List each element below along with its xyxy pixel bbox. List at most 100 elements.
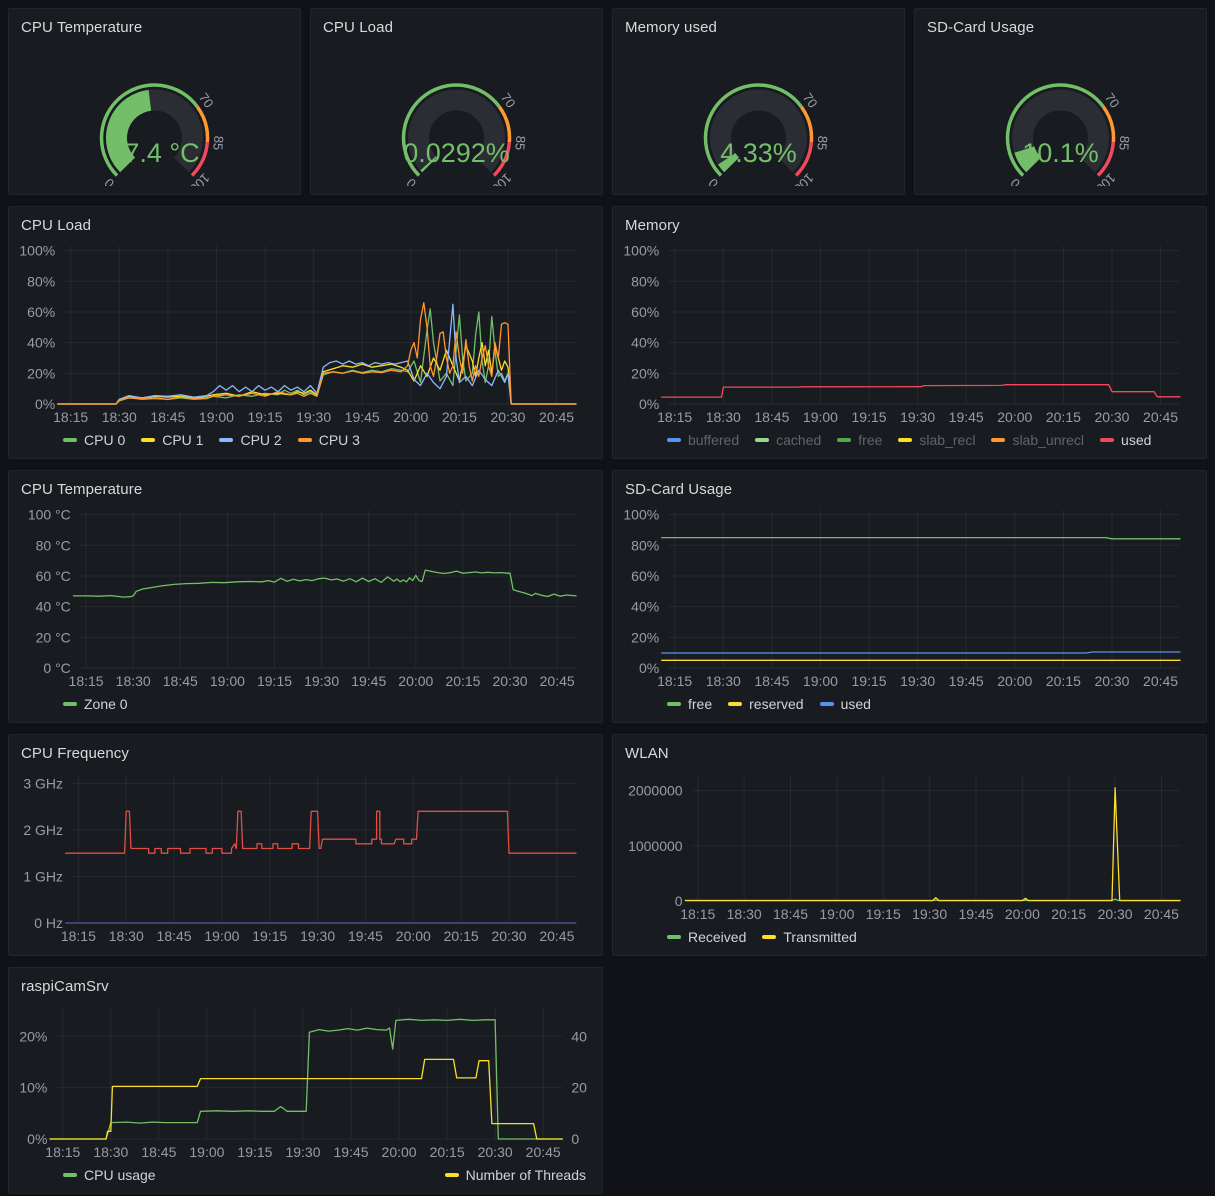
svg-text:19:00: 19:00 [803, 673, 838, 689]
svg-text:20:00: 20:00 [1005, 906, 1040, 922]
svg-text:20%: 20% [631, 365, 659, 381]
chart-canvas[interactable]: 18:15 18:30 18:45 19:00 19:15 19:30 19:45 20:00… [19, 999, 592, 1163]
legend-item-cpu-1[interactable]: CPU 1 [141, 433, 203, 447]
legend-item-received[interactable]: Received [667, 930, 746, 944]
svg-text:0%: 0% [35, 396, 55, 412]
panel-title[interactable]: Memory [625, 217, 680, 234]
panel-title[interactable]: SD-Card Usage [625, 481, 733, 498]
svg-text:1000000: 1000000 [628, 838, 683, 854]
svg-text:20:45: 20:45 [540, 673, 575, 689]
legend-label: Zone 0 [84, 696, 128, 712]
svg-text:20:45: 20:45 [1144, 906, 1179, 922]
legend-item-free[interactable]: free [837, 433, 882, 447]
svg-text:20:30: 20:30 [493, 673, 528, 689]
chart-canvas[interactable]: 18:15 18:30 18:45 19:00 19:15 19:30 19:45 20:00… [19, 502, 592, 692]
legend-color-swatch [755, 438, 770, 442]
panel-title[interactable]: CPU Temperature [21, 481, 143, 498]
svg-text:18:45: 18:45 [157, 928, 192, 944]
chart-legend: CPU usage Number of Threads [19, 1163, 592, 1185]
legend-item-zone-0[interactable]: Zone 0 [63, 697, 128, 711]
panel-memory-used-gauge: Memory used 0 70 85 100 4.33% [612, 8, 905, 195]
legend-label: free [688, 696, 713, 712]
chart-legend: free reserved used [623, 692, 1196, 714]
legend-color-swatch [667, 438, 681, 442]
svg-text:19:15: 19:15 [866, 906, 901, 922]
legend-item-transmitted[interactable]: Transmitted [762, 929, 857, 945]
legend-color-swatch [991, 438, 1006, 442]
svg-text:85: 85 [210, 135, 226, 151]
gauge-row: CPU Temperature 0 70 85 100 47.4 °C CPU Load… [8, 8, 1207, 195]
legend-label: Received [688, 929, 747, 945]
legend-color-swatch [728, 702, 743, 706]
legend-label: CPU 2 [240, 432, 282, 448]
svg-text:60%: 60% [27, 304, 55, 320]
svg-text:19:15: 19:15 [248, 409, 283, 425]
svg-text:19:45: 19:45 [348, 928, 383, 944]
legend-item-buffered[interactable]: buffered [667, 433, 739, 447]
legend-item-slab-recl[interactable]: slab_recl [898, 433, 975, 447]
legend-color-swatch [141, 438, 156, 442]
legend-label: CPU 3 [318, 432, 360, 448]
svg-text:18:30: 18:30 [727, 906, 762, 922]
panel-title[interactable]: CPU Load [21, 217, 92, 234]
svg-text:85: 85 [814, 135, 830, 151]
legend-label: slab_unrecl [1012, 432, 1085, 448]
legend-label: CPU 0 [84, 432, 126, 448]
svg-text:0: 0 [675, 893, 683, 909]
legend-item-slab-unrecl[interactable]: slab_unrecl [991, 433, 1084, 447]
panel-title[interactable]: WLAN [625, 745, 669, 762]
gauge-canvas: 0 70 85 100 4.33% [623, 40, 894, 186]
svg-text:18:30: 18:30 [109, 928, 144, 944]
svg-text:20:15: 20:15 [1046, 673, 1081, 689]
legend-item-used[interactable]: used [1100, 433, 1151, 447]
legend-color-swatch [444, 1173, 459, 1177]
svg-text:20:30: 20:30 [1094, 409, 1129, 425]
chart-canvas[interactable]: 18:15 18:30 18:45 19:00 19:15 19:30 19:45 20:00… [19, 238, 592, 428]
svg-text:19:15: 19:15 [237, 1144, 272, 1160]
chart-canvas[interactable]: 18:15 18:30 18:45 19:00 19:15 19:30 19:45 20:00… [19, 766, 592, 947]
svg-text:19:45: 19:45 [351, 673, 386, 689]
svg-text:100%: 100% [19, 243, 55, 259]
legend-item-used[interactable]: used [819, 696, 871, 712]
svg-text:70: 70 [498, 90, 519, 111]
chart-canvas[interactable]: 18:15 18:30 18:45 19:00 19:15 19:30 19:45 20:00… [623, 502, 1196, 692]
legend-item-free[interactable]: free [667, 697, 712, 711]
legend-item-cpu-3[interactable]: CPU 3 [297, 432, 360, 448]
legend-item-reserved[interactable]: reserved [728, 696, 804, 712]
svg-text:70: 70 [800, 90, 821, 111]
svg-text:20:00: 20:00 [398, 673, 433, 689]
svg-text:18:30: 18:30 [102, 409, 137, 425]
svg-text:19:45: 19:45 [345, 409, 380, 425]
svg-text:19:30: 19:30 [912, 906, 947, 922]
legend-item-number-of-threads[interactable]: Number of Threads [444, 1168, 586, 1182]
svg-text:0: 0 [705, 175, 721, 186]
svg-text:100: 100 [1093, 170, 1119, 186]
legend-label: Transmitted [783, 929, 857, 945]
svg-text:19:00: 19:00 [189, 1144, 224, 1160]
svg-text:20:15: 20:15 [442, 409, 477, 425]
panel-title[interactable]: raspiCamSrv [21, 978, 109, 995]
legend-item-cpu-0[interactable]: CPU 0 [63, 433, 125, 447]
chart-canvas[interactable]: 18:15 18:30 18:45 19:00 19:15 19:30 19:45 20:00… [623, 238, 1196, 428]
legend-item-cpu-usage[interactable]: CPU usage [63, 1168, 156, 1182]
svg-text:18:45: 18:45 [141, 1144, 176, 1160]
panel-title[interactable]: CPU Frequency [21, 745, 130, 762]
svg-text:100%: 100% [623, 507, 659, 523]
legend-item-cached[interactable]: cached [755, 433, 821, 447]
svg-text:4.33%: 4.33% [720, 138, 797, 168]
svg-text:20:30: 20:30 [1094, 673, 1129, 689]
panel-title[interactable]: CPU Temperature [21, 19, 143, 36]
panel-title[interactable]: Memory used [625, 19, 717, 36]
svg-text:20:00: 20:00 [393, 409, 428, 425]
legend-item-cpu-2[interactable]: CPU 2 [219, 432, 282, 448]
panel-title[interactable]: CPU Load [323, 19, 394, 36]
svg-text:3 GHz: 3 GHz [23, 775, 63, 791]
gauge-canvas: 0 70 85 100 0.0292% [321, 40, 592, 186]
legend-label: used [840, 696, 871, 712]
legend-label: CPU 1 [162, 432, 204, 448]
legend-label: reserved [749, 696, 804, 712]
svg-text:20:45: 20:45 [1143, 409, 1178, 425]
chart-canvas[interactable]: 18:15 18:30 18:45 19:00 19:15 19:30 19:45 20:00… [623, 766, 1196, 925]
panel-title[interactable]: SD-Card Usage [927, 19, 1035, 36]
panel-cpu-temperature-chart: CPU Temperature 18:15 18:30 18:45 19:00 19:1… [8, 470, 603, 723]
